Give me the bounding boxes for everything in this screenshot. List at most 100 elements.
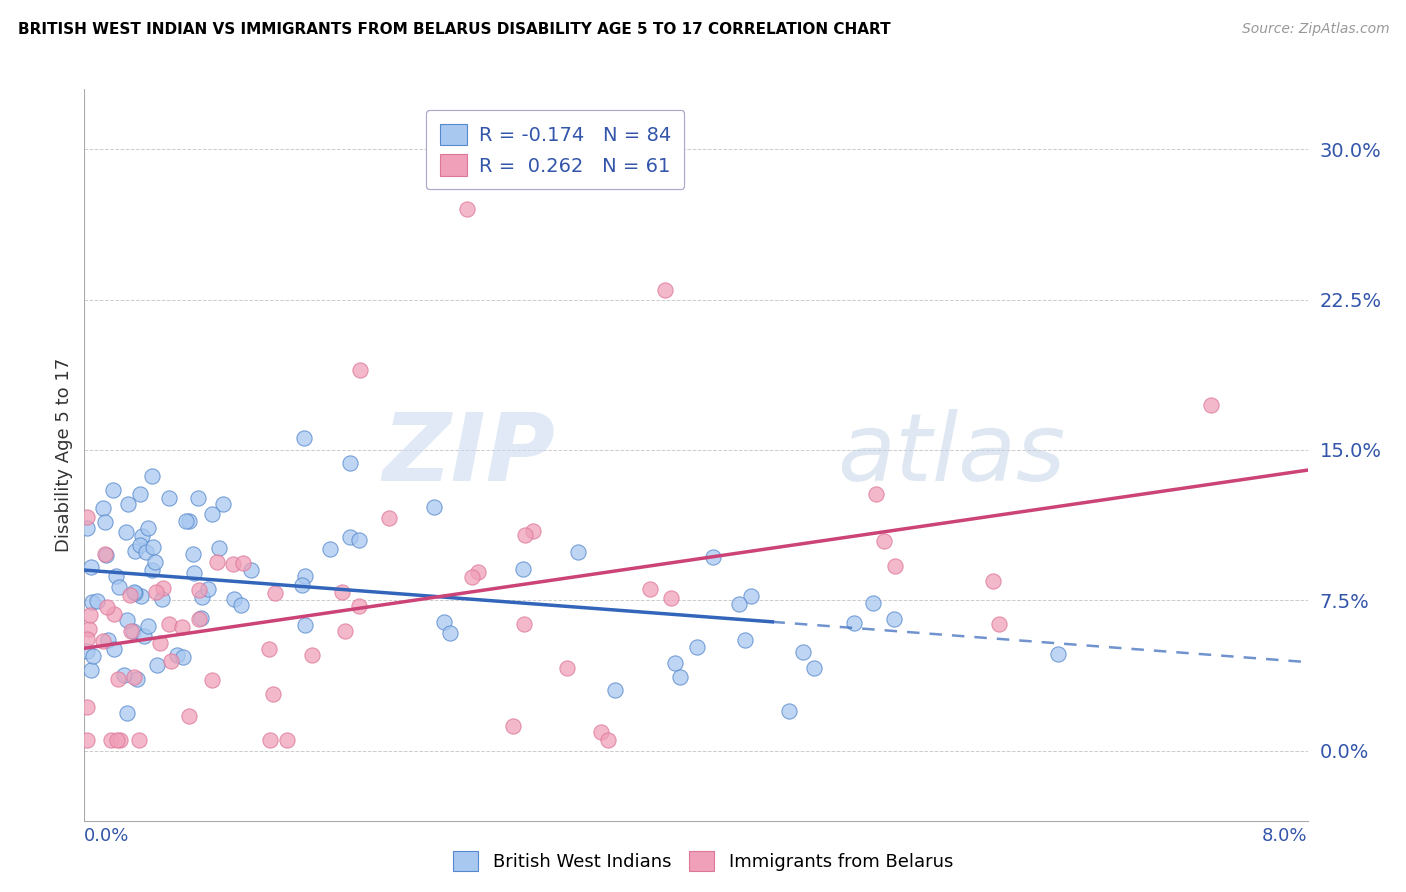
Point xyxy=(190,611,212,625)
Point xyxy=(222,591,245,606)
Point xyxy=(115,524,138,539)
Point xyxy=(145,585,167,599)
Point xyxy=(981,574,1004,588)
Point xyxy=(596,733,619,747)
Point xyxy=(103,642,125,657)
Point xyxy=(433,615,456,629)
Point xyxy=(259,733,281,747)
Point xyxy=(135,544,157,558)
Point xyxy=(174,514,197,528)
Point xyxy=(686,640,709,655)
Point xyxy=(179,709,201,723)
Text: 0.0%: 0.0% xyxy=(84,827,129,845)
Point xyxy=(740,589,762,603)
Point xyxy=(181,547,204,561)
Point xyxy=(555,661,578,675)
Point xyxy=(105,733,128,747)
Point xyxy=(128,733,150,747)
Point xyxy=(120,624,142,638)
Point xyxy=(291,578,314,592)
Point xyxy=(76,733,98,747)
Point xyxy=(172,620,194,634)
Point xyxy=(339,456,361,470)
Point xyxy=(76,632,98,646)
Point xyxy=(229,599,252,613)
Point xyxy=(349,533,371,547)
Y-axis label: Disability Age 5 to 17: Disability Age 5 to 17 xyxy=(55,358,73,552)
Point xyxy=(124,543,146,558)
Text: 8.0%: 8.0% xyxy=(1263,827,1308,845)
Point xyxy=(79,663,101,677)
Point xyxy=(127,672,149,686)
Point xyxy=(792,645,814,659)
Text: Source: ZipAtlas.com: Source: ZipAtlas.com xyxy=(1241,22,1389,37)
Point xyxy=(108,580,131,594)
Point xyxy=(141,562,163,576)
Point xyxy=(108,733,131,747)
Point xyxy=(183,566,205,580)
Point xyxy=(1046,647,1069,661)
Point xyxy=(101,483,124,497)
Point xyxy=(91,501,114,516)
Point xyxy=(76,521,98,535)
Point xyxy=(122,624,145,639)
Point xyxy=(862,596,884,610)
Point xyxy=(136,521,159,535)
Text: BRITISH WEST INDIAN VS IMMIGRANTS FROM BELARUS DISABILITY AGE 5 TO 17 CORRELATIO: BRITISH WEST INDIAN VS IMMIGRANTS FROM B… xyxy=(18,22,891,37)
Point xyxy=(513,528,536,542)
Point xyxy=(117,497,139,511)
Point xyxy=(104,568,127,582)
Point xyxy=(330,585,353,599)
Point xyxy=(97,633,120,648)
Point xyxy=(1201,398,1223,412)
Point xyxy=(803,661,825,675)
Point xyxy=(76,643,98,657)
Point xyxy=(668,669,690,683)
Point xyxy=(378,511,401,525)
Point xyxy=(276,733,298,747)
Point xyxy=(152,582,174,596)
Point xyxy=(115,706,138,721)
Point xyxy=(212,497,235,511)
Point xyxy=(80,595,103,609)
Point xyxy=(883,612,905,626)
Point xyxy=(456,202,478,217)
Point xyxy=(240,563,263,577)
Point xyxy=(107,672,129,686)
Point xyxy=(177,514,200,528)
Point xyxy=(129,589,152,603)
Point xyxy=(222,557,245,571)
Point xyxy=(659,591,682,605)
Point xyxy=(262,687,284,701)
Point xyxy=(96,600,118,615)
Point xyxy=(172,650,194,665)
Point xyxy=(294,569,316,583)
Point xyxy=(146,658,169,673)
Point xyxy=(779,704,801,718)
Point xyxy=(339,530,361,544)
Point xyxy=(333,624,356,639)
Point xyxy=(76,700,98,714)
Point xyxy=(141,469,163,483)
Point xyxy=(664,656,686,670)
Point xyxy=(257,641,280,656)
Point xyxy=(512,617,534,632)
Point xyxy=(439,626,461,640)
Point xyxy=(232,556,254,570)
Point xyxy=(844,615,866,630)
Point xyxy=(160,654,183,668)
Point xyxy=(654,283,676,297)
Point xyxy=(865,487,887,501)
Point xyxy=(727,597,749,611)
Point xyxy=(188,612,211,626)
Point xyxy=(94,547,117,561)
Point xyxy=(567,545,589,559)
Point xyxy=(873,534,896,549)
Legend: R = -0.174   N = 84, R =  0.262   N = 61: R = -0.174 N = 84, R = 0.262 N = 61 xyxy=(426,110,685,189)
Point xyxy=(131,529,153,543)
Point xyxy=(77,623,100,637)
Point xyxy=(157,491,180,505)
Point xyxy=(100,733,122,747)
Point xyxy=(264,585,287,599)
Point xyxy=(201,673,224,687)
